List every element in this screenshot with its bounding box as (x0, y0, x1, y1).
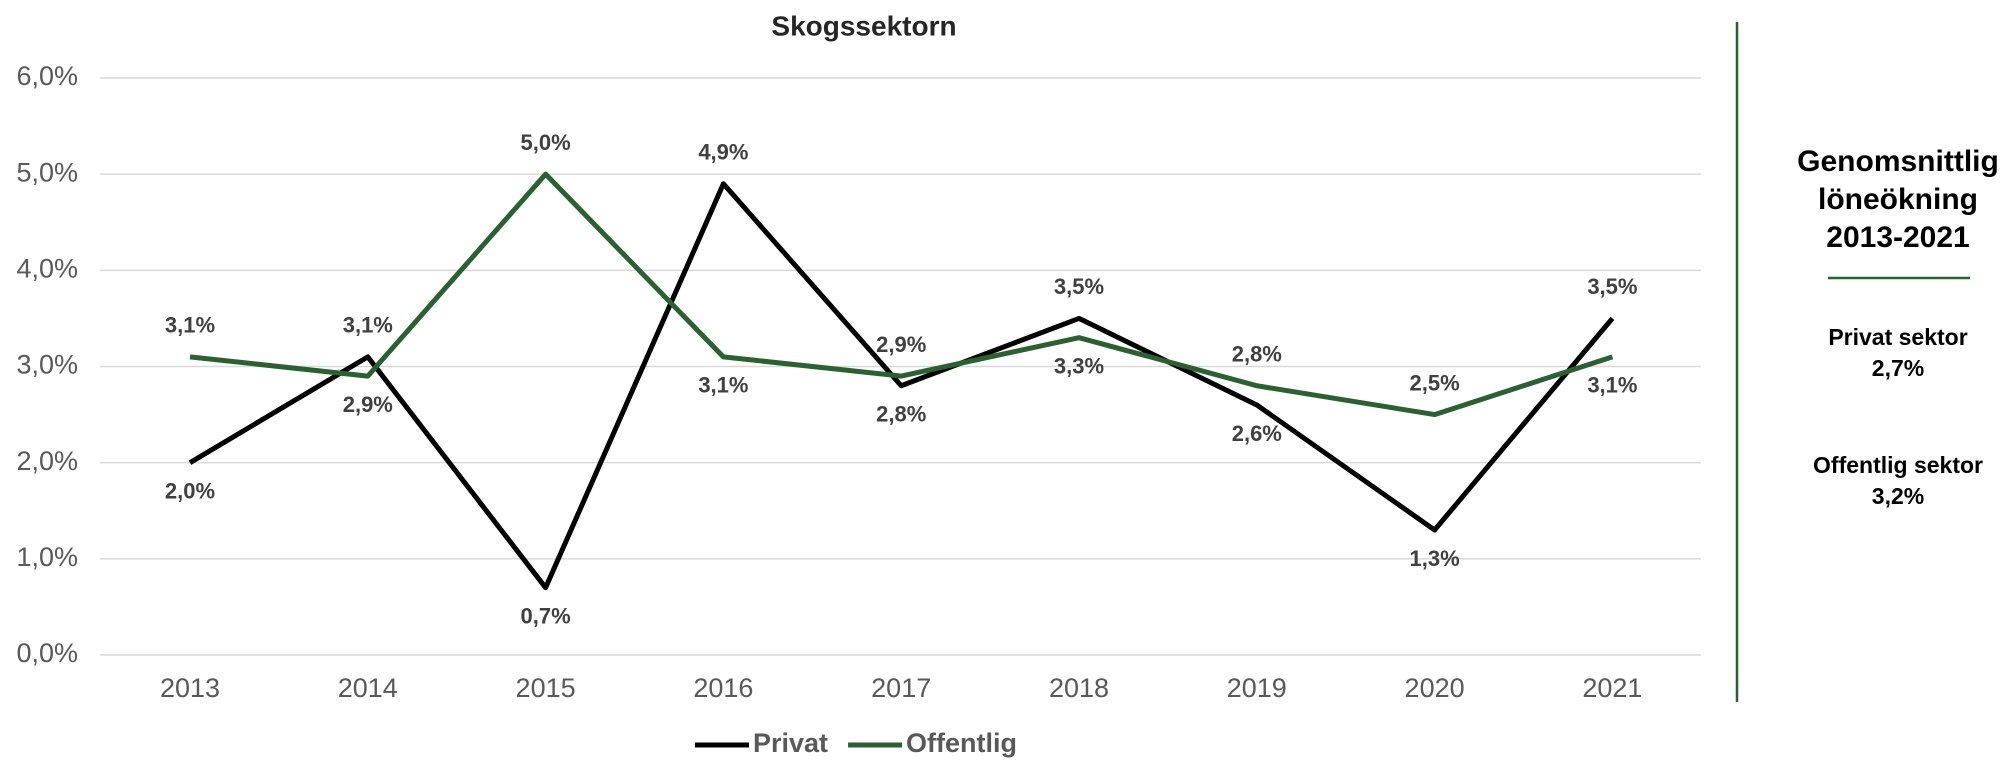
series-line (188, 181, 1615, 591)
y-tick-label: 5,0% (16, 157, 78, 187)
data-label: 2,0% (165, 478, 215, 503)
series-line (189, 171, 1614, 418)
data-label: 2,9% (343, 392, 393, 417)
data-label: 2,8% (1232, 342, 1282, 367)
data-label: 5,0% (521, 130, 571, 155)
data-label: 2,6% (1232, 421, 1282, 446)
x-tick-label: 2015 (516, 673, 576, 703)
side-label: Offentlig sektor (1813, 452, 1983, 478)
y-tick-label: 6,0% (16, 61, 78, 91)
data-label: 3,1% (698, 373, 748, 398)
data-label: 3,1% (1587, 373, 1637, 398)
data-label: 0,7% (521, 603, 571, 628)
data-label: 2,5% (1410, 370, 1460, 395)
side-title: Genomsnittlig (1797, 145, 1999, 178)
x-tick-label: 2019 (1227, 673, 1287, 703)
data-label: 3,1% (165, 313, 215, 338)
side-label: Privat sektor (1828, 324, 1967, 350)
data-label: 3,5% (1054, 274, 1104, 299)
data-label: 4,9% (698, 140, 748, 165)
data-label: 3,5% (1587, 274, 1637, 299)
x-tick-label: 2018 (1049, 673, 1109, 703)
x-tick-label: 2013 (160, 673, 220, 703)
side-value: 2,7% (1872, 355, 1924, 381)
y-tick-label: 3,0% (16, 350, 78, 380)
legend-label: Privat (753, 728, 828, 758)
x-tick-label: 2014 (338, 673, 398, 703)
legend-label: Offentlig (906, 728, 1017, 758)
data-label: 3,1% (343, 313, 393, 338)
y-tick-label: 1,0% (16, 542, 78, 572)
x-tick-label: 2016 (693, 673, 753, 703)
side-value: 3,2% (1872, 483, 1924, 509)
y-tick-label: 4,0% (16, 253, 78, 283)
side-title: 2013-2021 (1826, 221, 1969, 254)
chart-title: Skogssektorn (771, 10, 956, 41)
data-label: 1,3% (1410, 546, 1460, 571)
x-tick-label: 2021 (1582, 673, 1642, 703)
side-title: löneökning (1818, 183, 1978, 216)
data-label: 3,3% (1054, 353, 1104, 378)
data-label: 2,9% (876, 332, 926, 357)
y-tick-label: 2,0% (16, 446, 78, 476)
data-label: 2,8% (876, 402, 926, 427)
x-tick-label: 2017 (871, 673, 931, 703)
x-tick-label: 2020 (1405, 673, 1465, 703)
y-tick-label: 0,0% (16, 638, 78, 668)
